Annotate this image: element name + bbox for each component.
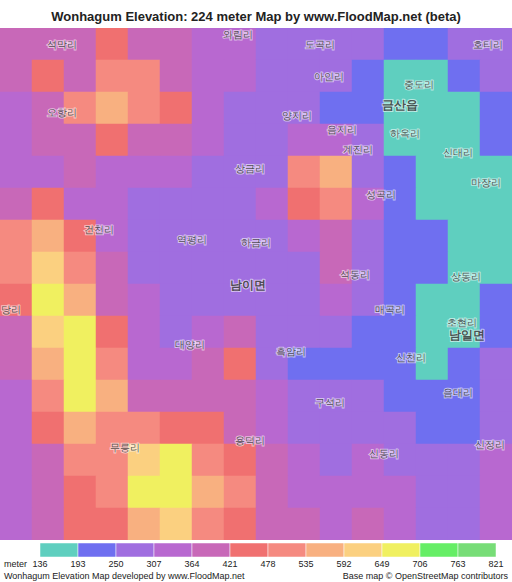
svg-text:호티리: 호티리 bbox=[473, 39, 503, 50]
svg-text:와림리: 와림리 bbox=[223, 29, 253, 40]
svg-text:도곡리: 도곡리 bbox=[305, 39, 335, 50]
svg-text:신동리: 신동리 bbox=[369, 448, 399, 459]
svg-text:양지리: 양지리 bbox=[282, 110, 312, 121]
svg-text:건천리: 건천리 bbox=[84, 224, 114, 235]
svg-text:신대리: 신대리 bbox=[443, 147, 473, 158]
svg-text:신정리: 신정리 bbox=[475, 439, 505, 450]
svg-text:Wonhagum Elevation: 224 meter: Wonhagum Elevation: 224 meter Map by www… bbox=[51, 9, 461, 24]
svg-text:석막리: 석막리 bbox=[47, 39, 77, 50]
svg-text:오항리: 오항리 bbox=[47, 107, 77, 118]
svg-text:421: 421 bbox=[222, 559, 237, 569]
svg-text:592: 592 bbox=[336, 559, 351, 569]
svg-text:하옥리: 하옥리 bbox=[390, 128, 420, 139]
svg-text:706: 706 bbox=[412, 559, 427, 569]
svg-text:남일면: 남일면 bbox=[449, 328, 485, 342]
svg-text:649: 649 bbox=[374, 559, 389, 569]
svg-text:신천리: 신천리 bbox=[396, 352, 426, 363]
svg-text:136: 136 bbox=[32, 559, 47, 569]
svg-text:Wonhagum Elevation Map develop: Wonhagum Elevation Map developed by www.… bbox=[4, 571, 245, 581]
svg-text:대양리: 대양리 bbox=[175, 339, 205, 350]
svg-text:마장리: 마장리 bbox=[471, 177, 501, 188]
svg-text:821: 821 bbox=[488, 559, 503, 569]
svg-text:250: 250 bbox=[108, 559, 123, 569]
svg-text:계진리: 계진리 bbox=[343, 144, 373, 155]
svg-text:763: 763 bbox=[450, 559, 465, 569]
svg-text:역평리: 역평리 bbox=[177, 234, 207, 245]
svg-text:하금리: 하금리 bbox=[241, 237, 271, 248]
svg-text:남이면: 남이면 bbox=[230, 278, 266, 292]
svg-text:307: 307 bbox=[146, 559, 161, 569]
svg-text:용덕리: 용덕리 bbox=[235, 435, 265, 446]
svg-text:중도리: 중도리 bbox=[404, 79, 434, 90]
svg-text:193: 193 bbox=[70, 559, 85, 569]
svg-text:음대리: 음대리 bbox=[443, 387, 473, 398]
svg-text:478: 478 bbox=[260, 559, 275, 569]
svg-text:무릉리: 무릉리 bbox=[110, 442, 140, 453]
svg-text:meter: meter bbox=[4, 559, 27, 569]
svg-text:금산읍: 금산읍 bbox=[382, 98, 418, 112]
svg-text:당리: 당리 bbox=[1, 304, 21, 315]
svg-text:흑암리: 흑암리 bbox=[276, 346, 306, 357]
svg-text:아인리: 아인리 bbox=[314, 71, 344, 82]
svg-text:매곡리: 매곡리 bbox=[375, 304, 405, 315]
svg-text:364: 364 bbox=[184, 559, 199, 569]
svg-text:성곡리: 성곡리 bbox=[366, 189, 396, 200]
svg-text:상금리: 상금리 bbox=[235, 163, 265, 174]
svg-text:초현리: 초현리 bbox=[447, 317, 477, 328]
svg-text:구석리: 구석리 bbox=[315, 397, 345, 408]
svg-text:음지리: 음지리 bbox=[327, 124, 357, 135]
svg-text:상동리: 상동리 bbox=[451, 271, 481, 282]
svg-text:석동리: 석동리 bbox=[340, 269, 370, 280]
svg-text:535: 535 bbox=[298, 559, 313, 569]
svg-text:Base map © OpenStreetMap contr: Base map © OpenStreetMap contributors bbox=[343, 571, 509, 581]
